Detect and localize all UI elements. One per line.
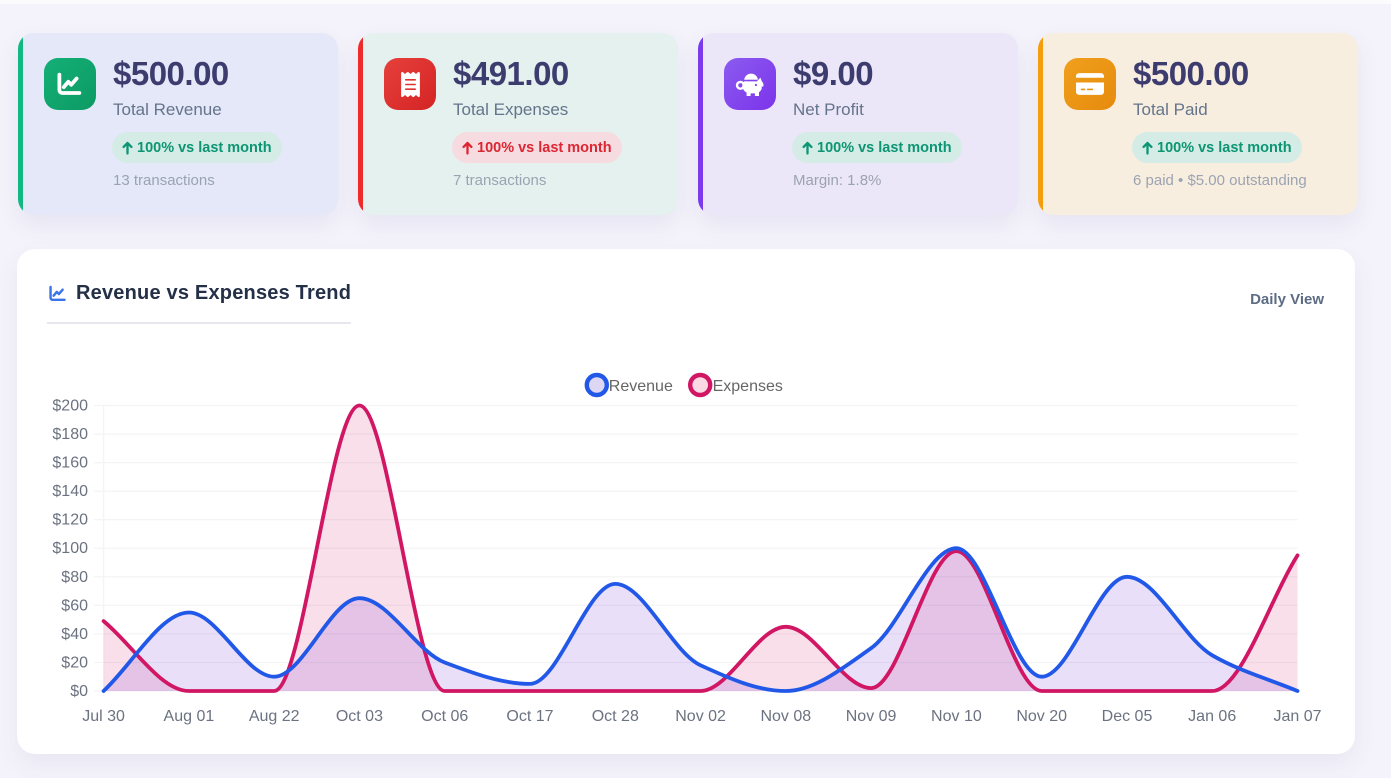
svg-text:Oct 03: Oct 03 bbox=[336, 708, 383, 725]
svg-text:Expenses: Expenses bbox=[713, 378, 783, 395]
svg-text:Aug 01: Aug 01 bbox=[164, 708, 215, 725]
svg-text:$100: $100 bbox=[52, 540, 88, 557]
svg-text:$200: $200 bbox=[52, 398, 88, 415]
svg-text:$60: $60 bbox=[61, 597, 88, 614]
svg-text:$140: $140 bbox=[52, 483, 88, 500]
svg-text:$20: $20 bbox=[61, 655, 88, 672]
svg-text:Oct 17: Oct 17 bbox=[506, 708, 553, 725]
svg-text:$80: $80 bbox=[61, 569, 88, 586]
svg-text:Nov 08: Nov 08 bbox=[760, 708, 811, 725]
svg-text:$0: $0 bbox=[70, 683, 88, 700]
svg-text:Dec 05: Dec 05 bbox=[1102, 708, 1153, 725]
svg-text:$120: $120 bbox=[52, 512, 88, 529]
svg-text:Nov 09: Nov 09 bbox=[846, 708, 897, 725]
svg-text:Oct 28: Oct 28 bbox=[592, 708, 639, 725]
svg-text:Jan 06: Jan 06 bbox=[1188, 708, 1236, 725]
svg-text:$40: $40 bbox=[61, 626, 88, 643]
svg-text:$160: $160 bbox=[52, 455, 88, 472]
svg-text:Aug 22: Aug 22 bbox=[249, 708, 300, 725]
svg-text:$180: $180 bbox=[52, 426, 88, 443]
svg-text:Nov 02: Nov 02 bbox=[675, 708, 726, 725]
svg-text:Jul 30: Jul 30 bbox=[82, 708, 125, 725]
svg-text:Jan 07: Jan 07 bbox=[1273, 708, 1321, 725]
svg-text:Oct 06: Oct 06 bbox=[421, 708, 468, 725]
svg-text:Nov 10: Nov 10 bbox=[931, 708, 982, 725]
svg-text:Revenue: Revenue bbox=[609, 378, 673, 395]
svg-text:Nov 20: Nov 20 bbox=[1016, 708, 1067, 725]
